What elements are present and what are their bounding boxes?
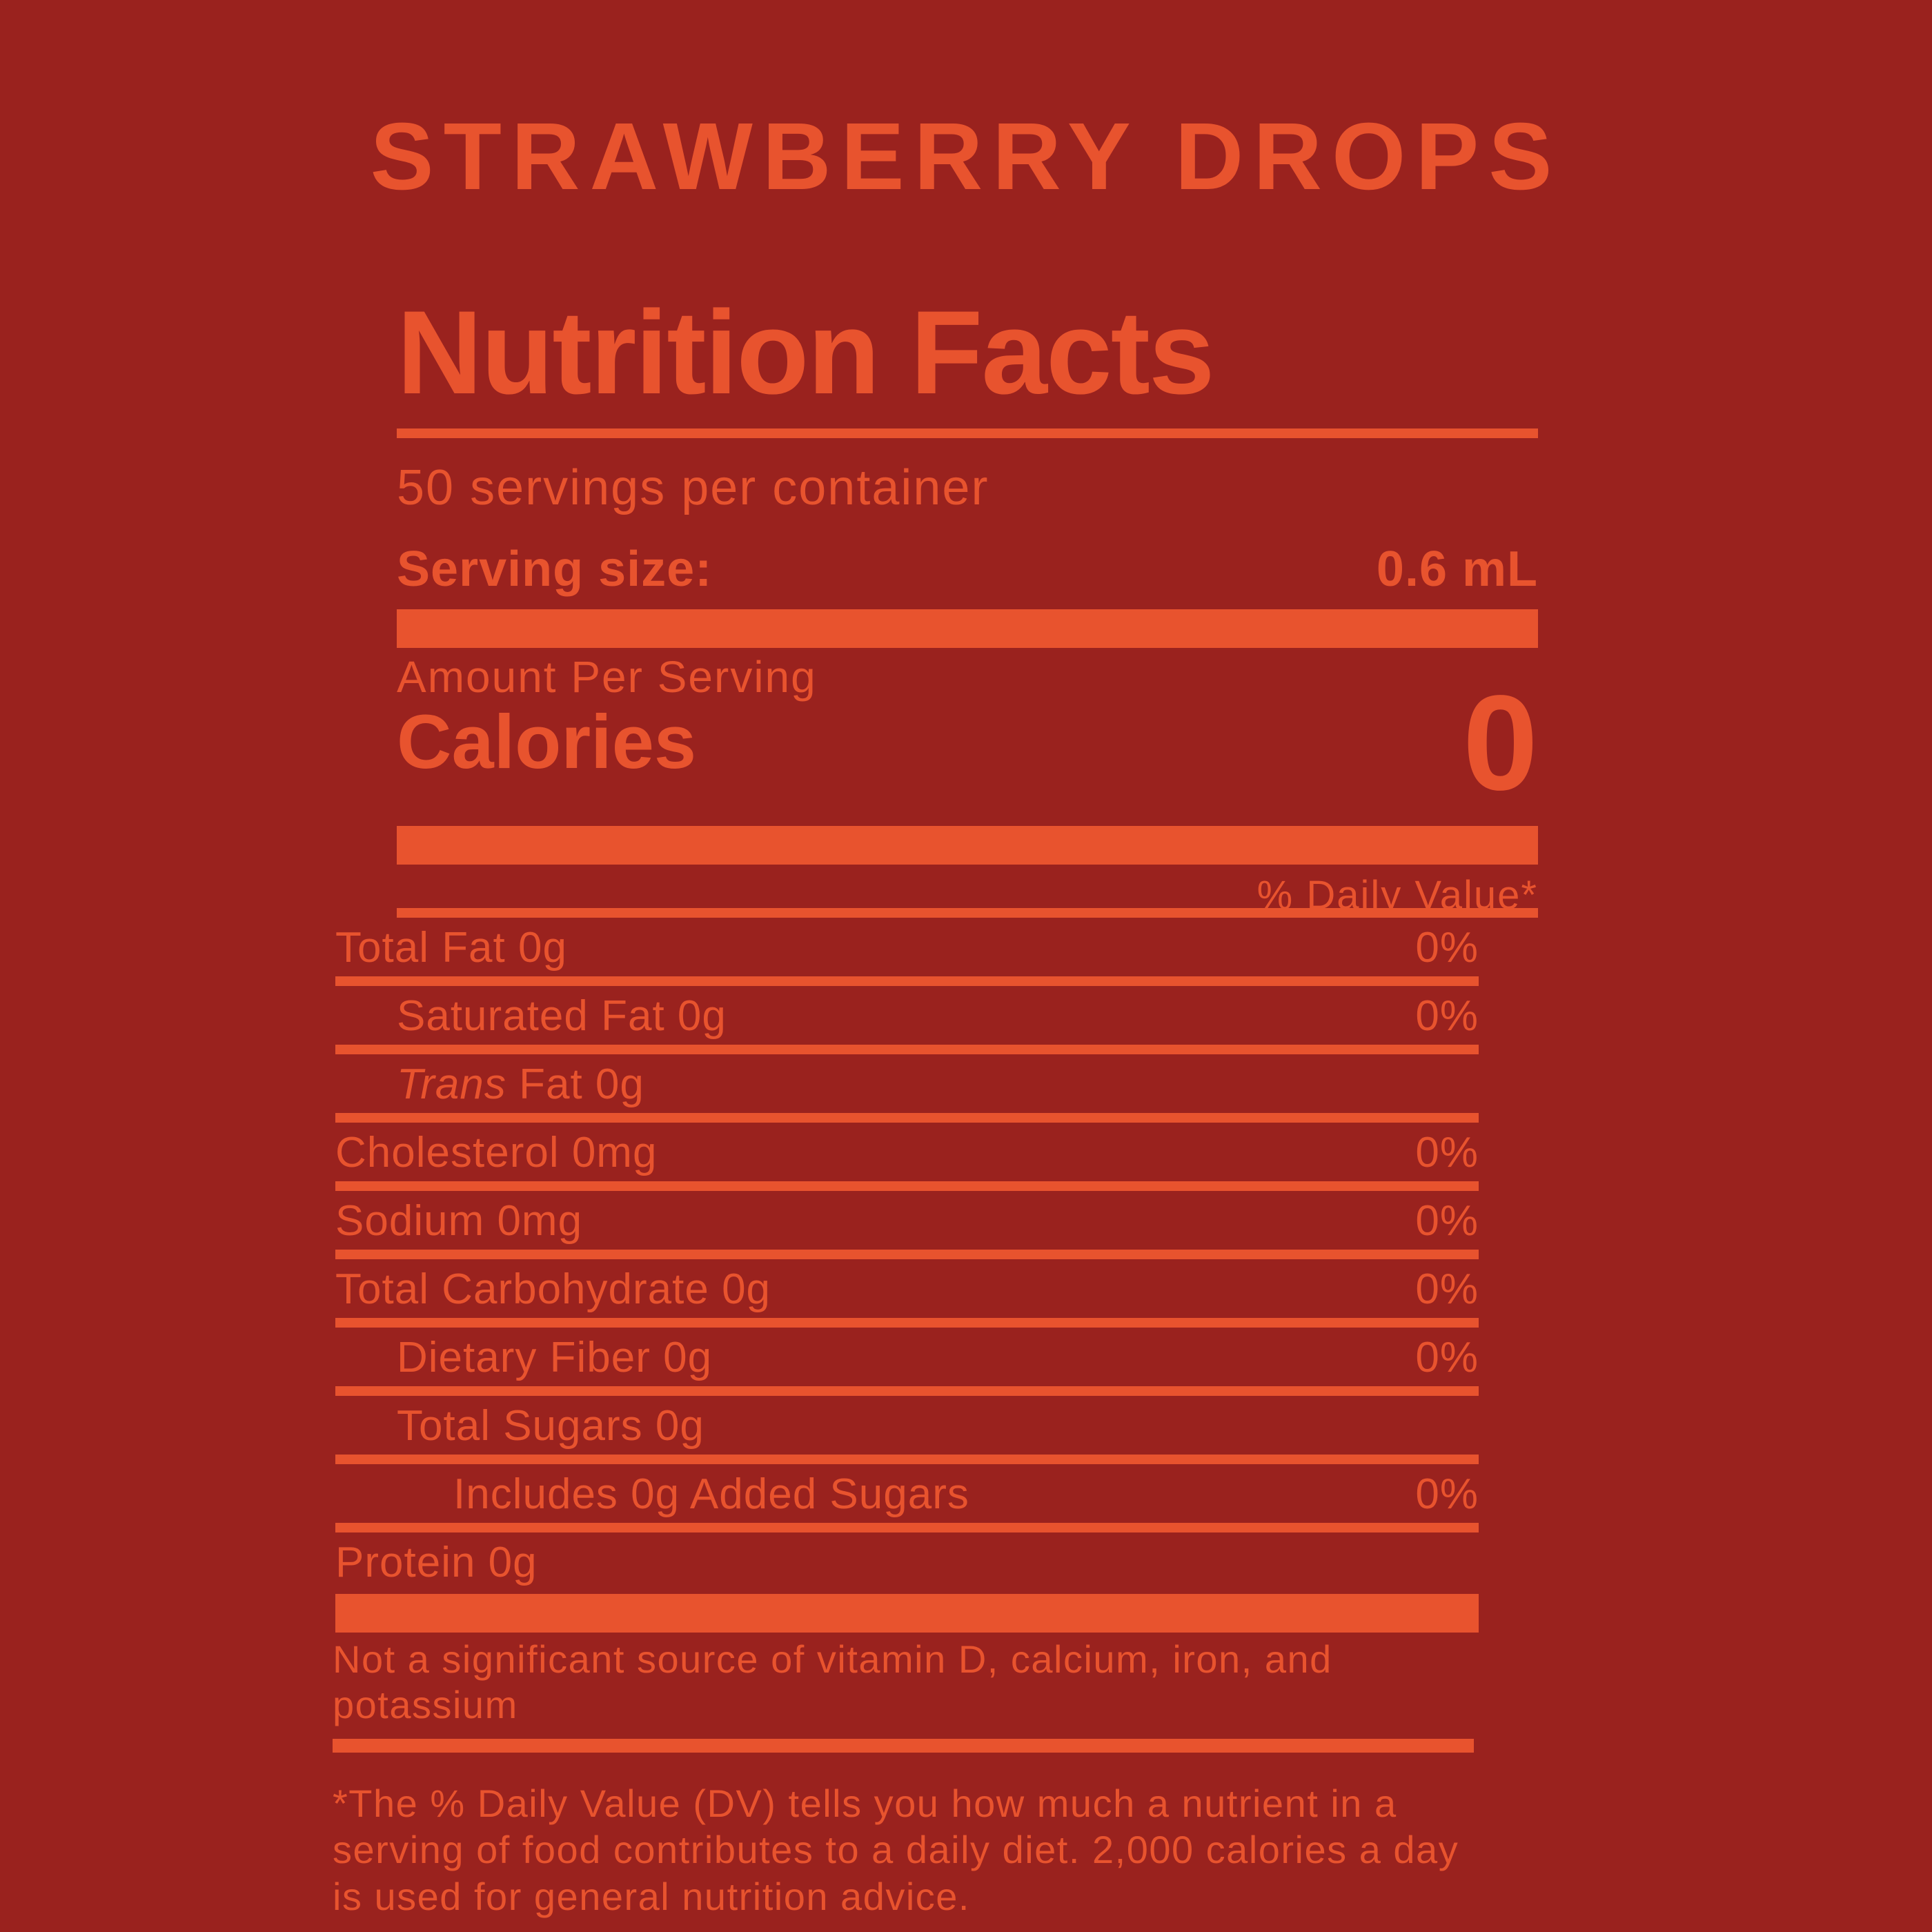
row-cholesterol: Cholesterol 0mg 0% [335, 1123, 1479, 1181]
product-title: STRAWBERRY DROPS [370, 103, 1562, 210]
row-protein: Protein 0g [335, 1532, 1479, 1584]
heading-rule [397, 428, 1538, 438]
not-significant-note: Not a significant source of vitamin D, c… [333, 1637, 1332, 1727]
label-header: Nutrition Facts 50 servings per containe… [397, 286, 1538, 916]
nutrient-name: Protein 0g [335, 1539, 538, 1586]
footer-rule [333, 1739, 1474, 1753]
nutrient-name: Saturated Fat 0g [397, 992, 727, 1040]
row-saturated-fat: Saturated Fat 0g 0% [335, 986, 1479, 1045]
nutrient-name: Total Carbohydrate 0g [335, 1265, 771, 1313]
nutrient-dv: 0% [1415, 1197, 1479, 1245]
nutrient-name: Trans Fat 0g [397, 1061, 644, 1108]
label-footer: Not a significant source of vitamin D, c… [333, 1637, 1478, 1920]
serving-size-value: 0.6 mL [1376, 541, 1538, 597]
row-sodium: Sodium 0mg 0% [335, 1191, 1479, 1250]
calories-label: Calories [397, 699, 697, 785]
nutrient-name: Sodium 0mg [335, 1197, 583, 1245]
row-trans-fat: Trans Fat 0g [335, 1054, 1479, 1113]
row-separator [335, 1113, 1479, 1123]
servings-per-container: 50 servings per container [397, 460, 989, 515]
row-dietary-fiber: Dietary Fiber 0g 0% [335, 1328, 1479, 1386]
nutrient-name: Includes 0g Added Sugars [453, 1470, 969, 1518]
nutrition-facts-heading: Nutrition Facts [397, 286, 1215, 419]
row-total-carbohydrate: Total Carbohydrate 0g 0% [335, 1259, 1479, 1318]
row-added-sugars: Includes 0g Added Sugars 0% [335, 1464, 1479, 1523]
row-separator [335, 1523, 1479, 1532]
nutrient-name: Total Sugars 0g [397, 1402, 704, 1450]
thick-divider-bottom [335, 1594, 1479, 1633]
row-separator [335, 1250, 1479, 1259]
nutrient-dv: 0% [1415, 924, 1479, 972]
rows-top-rule [397, 908, 1538, 918]
thick-divider-serving [397, 609, 1538, 648]
row-separator [335, 1455, 1479, 1464]
nutrient-rows: Total Fat 0g 0% Saturated Fat 0g 0% Tran… [335, 908, 1538, 1633]
calories-row: Calories 0 [397, 675, 1538, 810]
nutrient-dv: 0% [1415, 1265, 1479, 1313]
row-total-sugars: Total Sugars 0g [335, 1396, 1479, 1455]
calories-value: 0 [1462, 667, 1538, 818]
nutrient-name: Total Fat 0g [335, 924, 567, 972]
nutrient-dv: 0% [1415, 1129, 1479, 1176]
serving-size-label: Serving size: [397, 541, 713, 597]
nutrient-name: Dietary Fiber 0g [397, 1334, 713, 1381]
thick-divider-calories [397, 825, 1538, 865]
row-separator [335, 976, 1479, 986]
row-separator [335, 1181, 1479, 1191]
row-separator [335, 1386, 1479, 1396]
serving-size-row: Serving size: 0.6 mL [397, 544, 1538, 594]
nutrient-name: Cholesterol 0mg [335, 1129, 658, 1176]
amount-per-serving: Amount Per Serving [397, 651, 817, 702]
nutrient-dv: 0% [1415, 992, 1479, 1040]
daily-value-footnote: *The % Daily Value (DV) tells you how mu… [333, 1782, 1459, 1918]
row-total-fat: Total Fat 0g 0% [335, 918, 1479, 976]
row-separator [335, 1045, 1479, 1054]
nutrient-dv: 0% [1415, 1470, 1479, 1518]
row-separator [335, 1318, 1479, 1328]
nutrient-dv: 0% [1415, 1334, 1479, 1381]
